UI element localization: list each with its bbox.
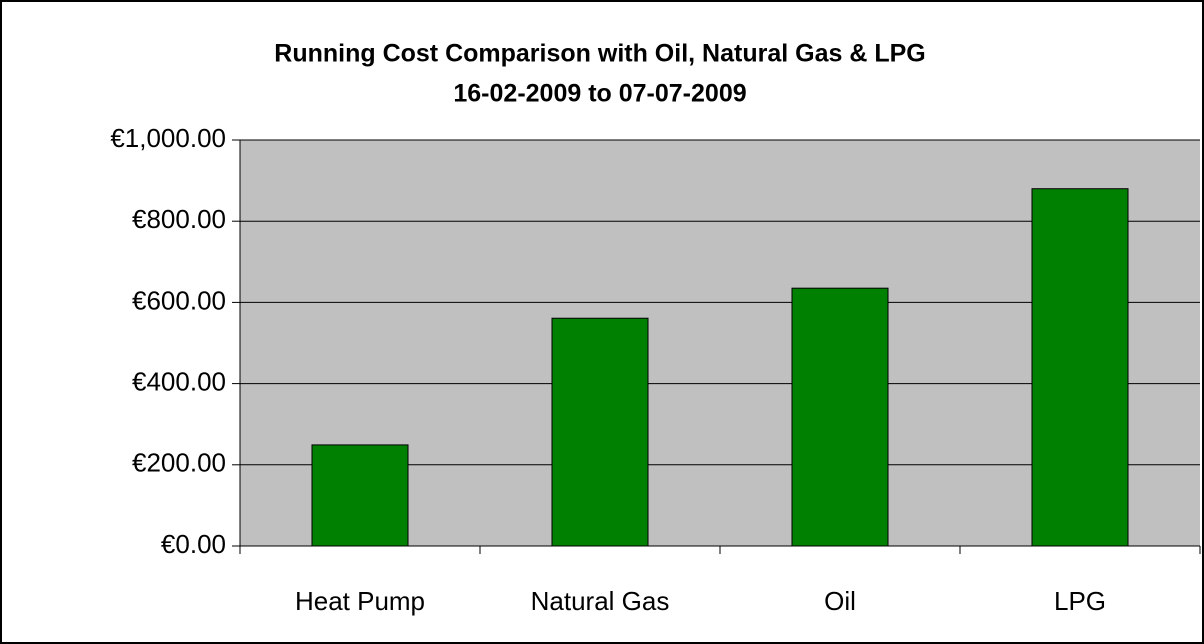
x-tick-label: Natural Gas xyxy=(531,586,670,616)
x-tick-label: Oil xyxy=(824,586,856,616)
y-tick-label: €0.00 xyxy=(161,529,226,559)
chart-title: Running Cost Comparison with Oil, Natura… xyxy=(274,40,925,68)
chart-subtitle: 16-02-2009 to 07-07-2009 xyxy=(453,80,746,108)
y-tick-label: €600.00 xyxy=(132,285,226,315)
bar xyxy=(791,287,889,547)
y-tick-label: €200.00 xyxy=(132,448,226,478)
x-tick-label: Heat Pump xyxy=(295,586,425,616)
bar xyxy=(1031,188,1129,547)
bar xyxy=(311,444,409,547)
y-tick-label: €400.00 xyxy=(132,366,226,396)
y-tick-label: €800.00 xyxy=(132,204,226,234)
x-tick-label: LPG xyxy=(1054,586,1106,616)
bar xyxy=(551,317,649,547)
y-tick-label: €1,000.00 xyxy=(110,123,226,153)
